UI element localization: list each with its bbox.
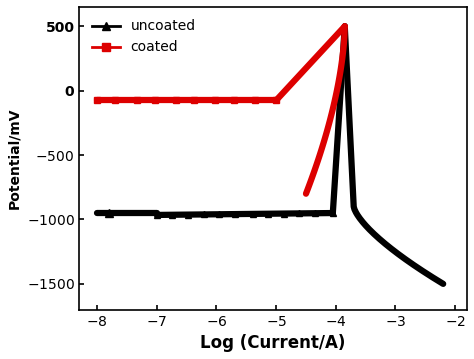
Y-axis label: Potential/mV: Potential/mV bbox=[7, 108, 21, 209]
X-axis label: Log (Current/A): Log (Current/A) bbox=[201, 334, 346, 352]
Legend: uncoated, coated: uncoated, coated bbox=[86, 14, 201, 60]
